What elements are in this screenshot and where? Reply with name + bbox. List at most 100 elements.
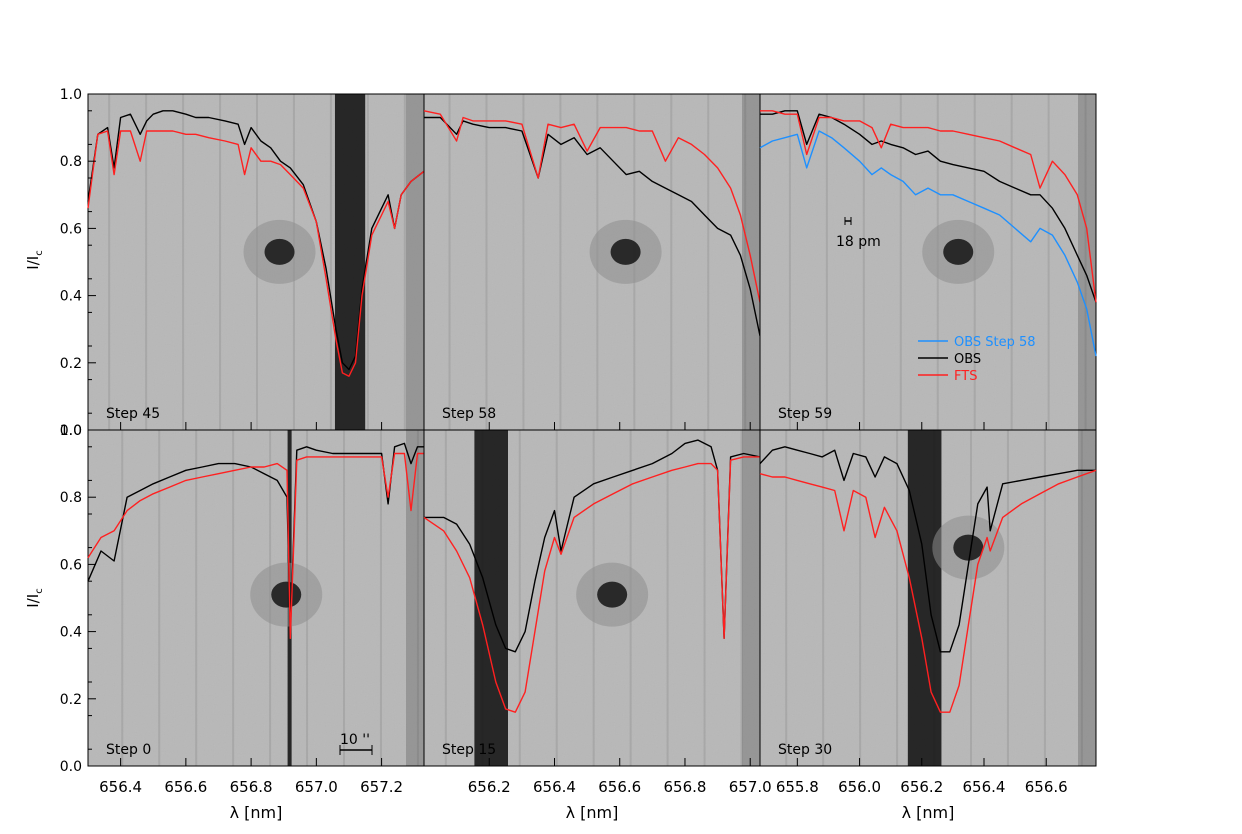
panel-stripe [740,430,743,766]
x-tick-label: 656.4 [963,778,1006,796]
panel-stripe [859,430,862,766]
y-tick-label: 0.2 [60,356,82,372]
ylabel-sub: c [34,588,45,594]
y-tick-label: 0.8 [60,490,82,506]
panel-stripe [195,430,198,766]
y-tick-label: 0.4 [60,289,82,305]
x-tick-label: 657.0 [295,778,338,796]
x-tick-label: 657.2 [360,778,403,796]
panel-stripe [219,94,222,430]
series-line-obs [87,110,425,371]
panel-stripe [1006,430,1009,766]
panel-stripe [522,94,525,430]
panel-stripe [1010,94,1013,430]
panel-stripe [670,94,673,430]
ylabel-main: I/I [24,594,42,608]
legend-entry: OBS Step 58 [954,335,1036,350]
panel-stripe [232,430,235,766]
y-tick-label: 1.0 [60,87,82,103]
ylabel-main: I/I [24,256,42,270]
x-axis-label-2: λ [nm] [566,803,619,822]
panel-stripe [970,430,972,766]
y-axis-label-bottom: I/Ic [24,588,45,607]
series-line-fts [87,452,424,639]
sunspot-umbra [271,581,302,608]
panel-5: 656.2 656.4 656.6 656.8 657.0 Step 15 [423,429,772,796]
y-tick-label: 0.6 [60,557,82,573]
series-line-obs [759,446,1096,653]
panel-stripe [108,94,111,430]
panel-stripe [822,430,825,766]
panel-stripe [899,94,902,430]
ylabel-sub: c [34,250,45,256]
scale-bar-label: 10 '' [340,732,370,748]
series-line-fts [87,130,425,377]
panel-stripe [1043,430,1046,766]
panel-stripe [158,430,161,766]
series-line-fts [423,110,761,303]
x-tick-label: 656.2 [900,778,943,796]
panel-stripe [448,94,451,430]
panel-stripe [785,430,788,766]
panel-stripe [416,430,419,766]
panel-4: 0.0 0.2 0.4 0.6 0.8 1.0 656.4 656.6 656.8 657.0 65… [60,423,425,796]
x-tick-label: 657.0 [729,778,772,796]
resolution-label: 18 pm [836,234,881,250]
panel-stripe [1084,94,1087,430]
y-tick-label: 0.2 [60,692,82,708]
x-axis-label-1: λ [nm] [230,803,283,822]
series-line-obs [424,116,761,337]
x-axis-label-3: λ [nm] [902,803,955,822]
x-tick-label: 656.2 [468,778,511,796]
panel-2: Step 58 [423,93,761,431]
x-tick-label: 656.8 [663,778,706,796]
x-tick-label: 656.4 [99,778,142,796]
series-line-obs [424,439,761,653]
panel-stripe [666,430,669,766]
panel-edge-shade [406,430,424,766]
y-tick-label: 0.8 [60,154,82,170]
panel-edge-shade [1078,94,1096,430]
x-tick-label: 656.6 [164,778,207,796]
panel-stripe [485,94,488,430]
panel-stripe [145,94,148,430]
panel-stripe [379,430,382,766]
panel-stripe [444,430,447,766]
series-line-fts [760,110,1097,303]
panel-stripe [182,94,185,430]
panel-stripe [788,94,791,430]
y-tick-label: 1.0 [60,423,82,439]
panel-edge-shade [406,94,424,430]
sunspot-umbra [953,534,984,561]
legend-entry: FTS [954,369,977,384]
absorption-band [334,94,366,430]
x-tick-label: 656.6 [598,778,641,796]
sunspot-umbra [610,238,641,265]
series-line-fts [423,456,760,713]
panel-label: Step 30 [778,742,832,758]
x-tick-label: 656.0 [838,778,881,796]
panel-stripe [559,94,562,430]
panel-label: Step 0 [106,742,151,758]
panel-stripe [329,94,332,430]
sunspot-umbra [264,238,295,265]
series-line-obs-step-58 [759,130,1097,357]
panel-label: Step 59 [778,406,832,422]
y-tick-label: 0.0 [60,759,82,775]
panel-stripe [343,430,346,766]
series-line-obs [760,110,1097,303]
panel-stripe [862,94,865,430]
panel-label: Step 58 [442,406,496,422]
panel-stripe [121,430,124,766]
panel-label: Step 15 [442,742,496,758]
panel-1: 0.0 0.2 0.4 0.6 0.8 1.0 Step 45 [60,87,425,439]
panel-edge-shade [742,430,760,766]
legend: OBS Step 58 OBS FTS [918,335,1036,384]
panel-stripe [1080,430,1083,766]
panel-label: Step 45 [106,406,160,422]
panel-3: Step 59 OBS Step 58 OBS FTS [759,93,1097,431]
y-tick-label: 0.6 [60,221,82,237]
panel-edge-shade [1078,430,1096,766]
panel-stripe [555,430,558,766]
panel-stripe [896,430,899,766]
